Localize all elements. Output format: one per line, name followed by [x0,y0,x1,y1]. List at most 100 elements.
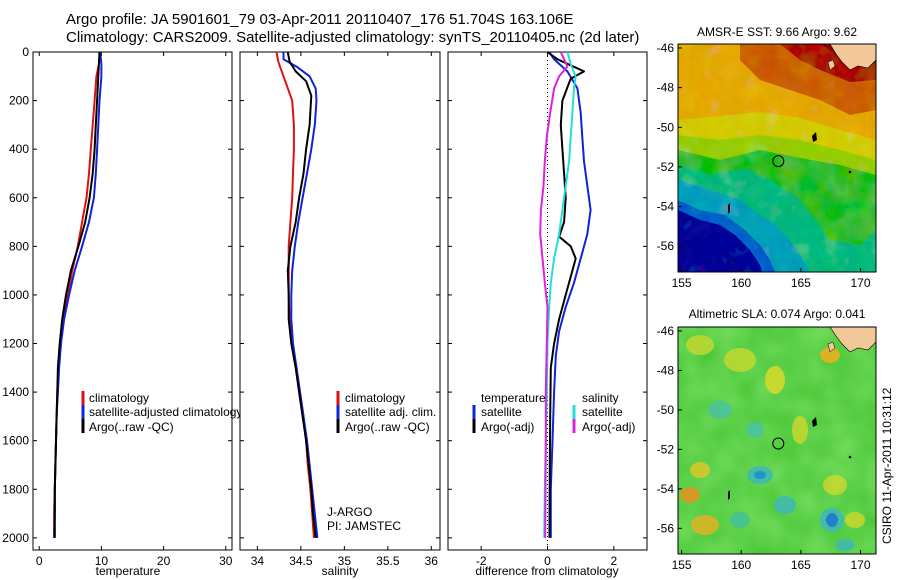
temperature-plot-frame [32,51,233,551]
sla-map-y-tick-label: -56 [657,521,675,535]
difference-series [539,51,592,538]
sst-map-frame [677,43,877,273]
salinity-x-tick-label: 34.5 [289,554,313,568]
sst-map-y-tick-label: -46 [657,41,675,55]
salinity-x-tick-label: 36 [425,554,439,568]
difference-panel: -2 0 2 difference from climatology tempera… [447,51,648,578]
sla-map-y-tick-label: -52 [657,442,675,456]
salinity-legend: climatology satellite adj. clim. Argo(..… [336,391,436,434]
sst-map-x-tick-label: 170 [850,276,870,290]
sst-map-profile-marker [772,155,785,168]
temperature-y-ticks: 0 200 400 600 800 1000 1200 1400 1600 1800 2000 [2,45,232,545]
difference-legend-sal-satellite: satellite [582,405,623,419]
sst-map-y-tick-label: -50 [657,120,675,134]
sla-map-y-tick-label: -46 [657,324,675,338]
temperature-legend: climatology satellite-adjusted climatolo… [81,391,242,434]
temperature-x-ticks: 0 10 20 30 [36,52,233,568]
sst-map-title: AMSR-E SST: 9.66 Argo: 9.62 [697,25,857,39]
salinity-legend-satellite: satellite adj. clim. [345,405,436,419]
sla-map-field [678,327,876,554]
difference-legend-sal-argo: Argo(-adj) [582,420,635,434]
difference-legend-header-temperature: temperature [481,391,546,405]
temperature-series-line-2 [53,51,101,538]
sla-map-x-tick-label: 155 [672,558,692,572]
temperature-y-tick-label: 600 [9,191,29,205]
salinity-series-line-2 [286,51,317,539]
sst-map-y-tick-label: -56 [657,239,675,253]
sst-map-y-tick-label: -54 [657,200,675,214]
salinity-x-axis-label: salinity [322,564,359,578]
temperature-y-tick-label: 1200 [2,337,29,351]
salinity-legend-argo: Argo(..raw -QC) [345,420,430,434]
temperature-x-tick-label: 20 [157,554,171,568]
sla-map-title: Altimetric SLA: 0.074 Argo: 0.041 [689,307,866,321]
sla-map-y-ticks: -46 -48 -50 -52 -54 -56 [657,324,682,535]
difference-x-tick-label: 2 [610,554,617,568]
difference-legend-temp-argo: Argo(-adj) [481,420,534,434]
difference-legend-header-salinity: salinity [582,391,619,405]
salinity-x-ticks: 34 34.5 35 35.5 36 [251,52,439,568]
sla-map-x-tick-label: 170 [850,558,870,572]
difference-x-tick-label: -2 [476,554,487,568]
sla-map-y-tick-label: -54 [657,482,675,496]
salinity-plot-frame [239,51,441,551]
salinity-legend-climatology: climatology [345,391,405,405]
sst-map-y-tick-label: -48 [657,81,675,95]
sst-map-x-tick-label: 155 [672,276,692,290]
salinity-annotation-pi: PI: JAMSTEC [327,519,401,533]
temperature-y-tick-label: 2000 [2,531,29,545]
difference-x-ticks: -2 0 2 [476,52,617,568]
temperature-legend-argo: Argo(..raw -QC) [89,420,174,434]
sla-map-profile-marker [772,437,785,450]
temperature-y-tick-label: 400 [9,142,29,156]
sst-map-panel: AMSR-E SST: 9.66 Argo: 9.62 [657,25,877,290]
sst-map-x-ticks: 155 160 165 170 [672,268,871,290]
temperature-series [53,51,103,538]
temperature-x-tick-label: 30 [219,554,233,568]
credit-text: CSIRO 11-Apr-2011 10:31:12 [880,387,894,544]
temperature-panel: 0 200 400 600 800 1000 1200 1400 1600 1800 2000 0 1… [2,45,242,578]
difference-legend-temp-satellite: satellite [481,405,522,419]
temperature-y-tick-label: 200 [9,94,29,108]
salinity-annotation-program: J-ARGO [327,505,372,519]
sst-map-land [829,44,876,71]
temperature-y-tick-label: 1400 [2,385,29,399]
figure-title-line-2: Climatology: CARS2009. Satellite-adjuste… [66,29,639,46]
difference-y-ticks [448,51,647,539]
sla-map-x-ticks: 155 160 165 170 [672,550,871,572]
sla-map-x-tick-label: 165 [791,558,811,572]
temperature-y-tick-label: 0 [22,45,29,59]
temperature-x-tick-label: 0 [36,554,43,568]
temperature-legend-satellite: satellite-adjusted climatology [89,405,242,419]
temperature-y-tick-label: 1000 [2,288,29,302]
figure-title-line-1: Argo profile: JA 5901601_79 03-Apr-2011 … [66,11,573,28]
sst-map-field [678,44,876,272]
sst-map-x-tick-label: 160 [731,276,751,290]
temperature-y-tick-label: 1600 [2,434,29,448]
salinity-x-tick-label: 34 [251,554,265,568]
difference-series-line-0 [548,51,592,538]
sst-map-y-ticks: -46 -48 -50 -52 -54 -56 [657,41,682,253]
temperature-y-tick-label: 800 [9,239,29,253]
sst-map-x-tick-label: 165 [791,276,811,290]
difference-legend: temperature satellite Argo(-adj) salinit… [472,391,635,434]
difference-series-line-3 [539,51,569,538]
temperature-legend-climatology: climatology [89,391,149,405]
salinity-x-tick-label: 35.5 [376,554,400,568]
temperature-x-tick-label: 10 [95,554,109,568]
salinity-x-tick-label: 35 [338,554,352,568]
sla-map-land [829,327,876,353]
salinity-series [275,51,319,539]
sla-map-y-tick-label: -50 [657,403,675,417]
salinity-y-ticks [240,51,440,539]
sla-map-x-tick-label: 160 [731,558,751,572]
difference-x-axis-label: difference from climatology [475,564,618,578]
salinity-panel: 34 34.5 35 35.5 36 salinity climatology sate… [239,51,441,578]
sla-map-y-tick-label: -48 [657,363,675,377]
temperature-y-tick-label: 1800 [2,482,29,496]
sst-map-y-tick-label: -52 [657,160,675,174]
difference-x-tick-label: 0 [544,554,551,568]
sla-map-frame [677,326,877,555]
temperature-x-axis-label: temperature [96,564,161,578]
